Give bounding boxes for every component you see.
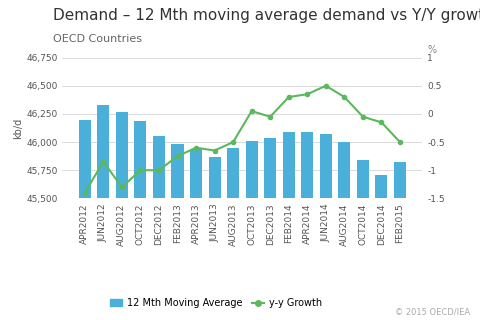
Bar xyxy=(227,148,239,320)
Bar xyxy=(283,132,295,320)
Bar xyxy=(134,121,146,320)
Text: © 2015 OECD/IEA: © 2015 OECD/IEA xyxy=(395,308,470,317)
Bar xyxy=(320,134,332,320)
Bar xyxy=(338,142,350,320)
Text: OECD Countries: OECD Countries xyxy=(53,34,142,44)
Bar xyxy=(79,120,91,320)
Bar xyxy=(153,136,165,320)
Bar xyxy=(97,106,109,320)
Bar xyxy=(116,112,128,320)
Bar xyxy=(246,141,258,320)
Bar xyxy=(357,160,369,320)
Bar xyxy=(394,162,406,320)
Bar xyxy=(171,144,183,320)
Bar xyxy=(375,175,387,320)
Bar xyxy=(264,138,276,320)
Y-axis label: kb/d: kb/d xyxy=(13,117,24,139)
Text: Demand – 12 Mth moving average demand vs Y/Y growth: Demand – 12 Mth moving average demand vs… xyxy=(53,8,480,23)
Text: %: % xyxy=(428,45,437,55)
Bar xyxy=(301,132,313,320)
Legend: 12 Mth Moving Average, y-y Growth: 12 Mth Moving Average, y-y Growth xyxy=(107,294,325,312)
Bar xyxy=(209,157,221,320)
Bar xyxy=(190,149,202,320)
